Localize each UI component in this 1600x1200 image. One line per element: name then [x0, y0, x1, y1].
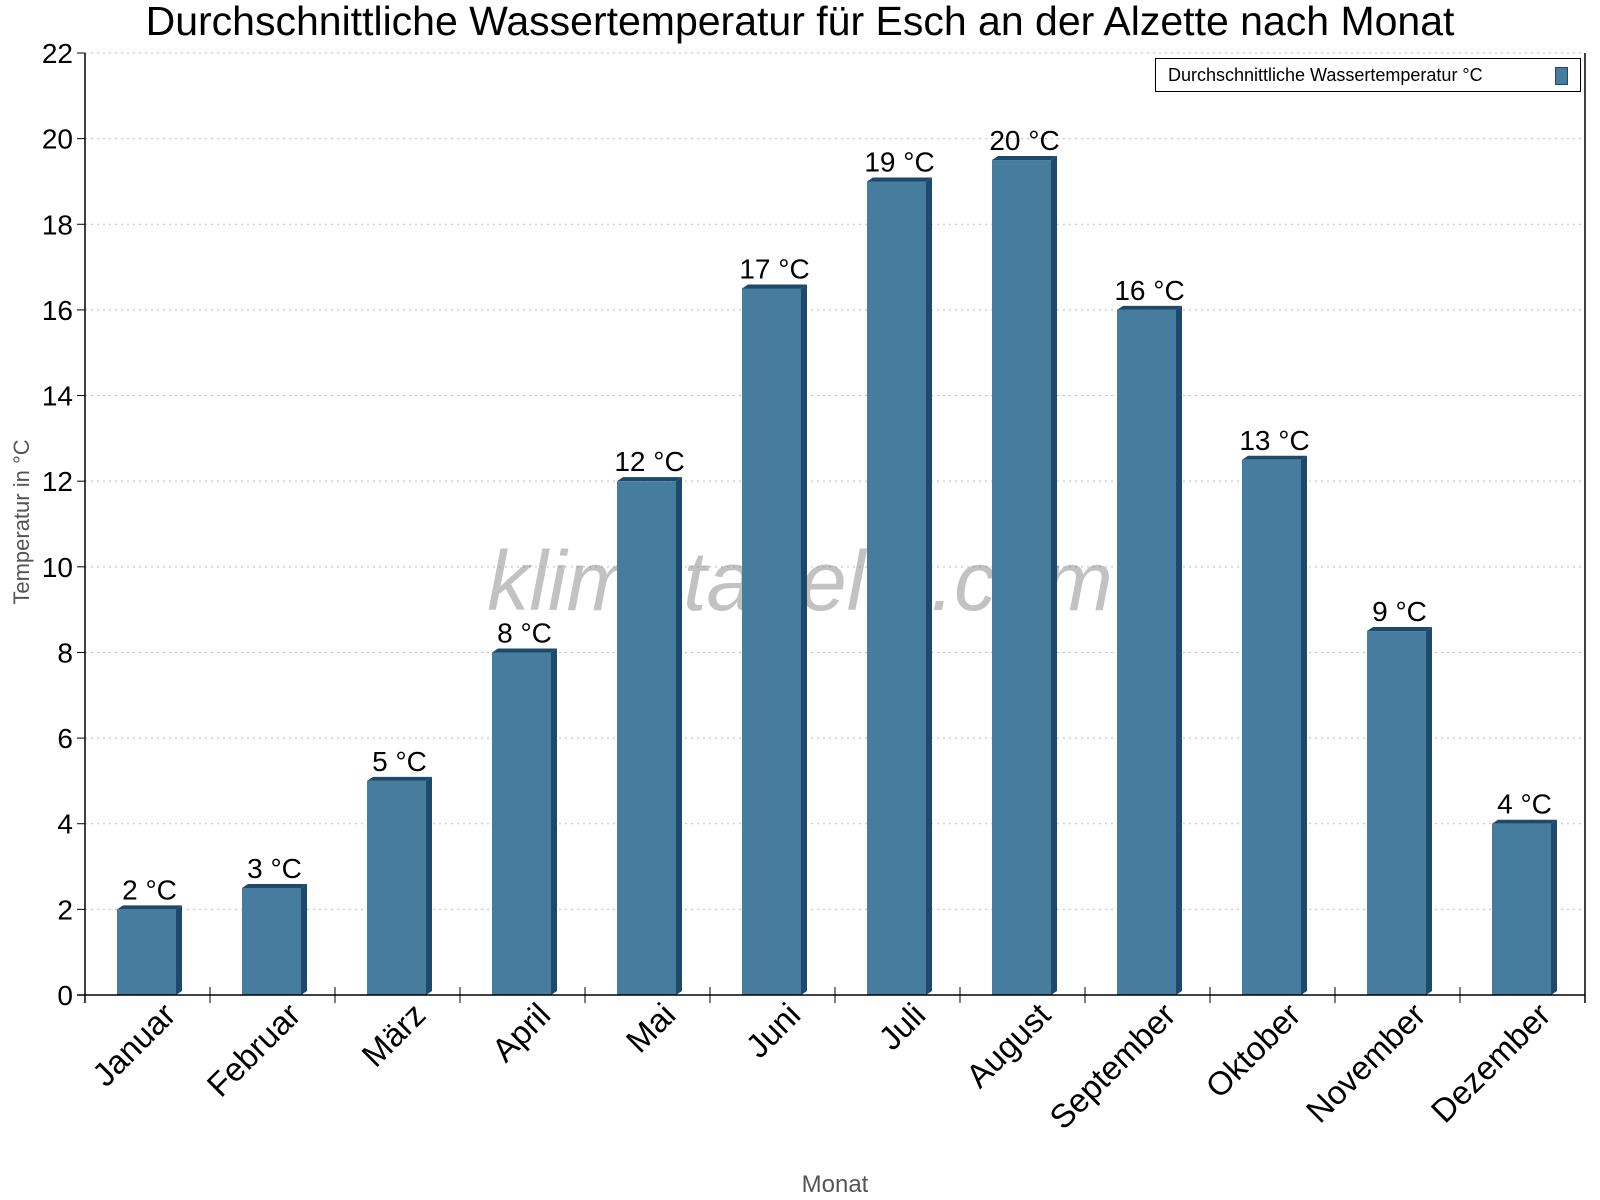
data-label: 5 °C — [372, 746, 427, 777]
x-axis-label: Monat — [802, 1171, 869, 1198]
data-label: 8 °C — [497, 617, 552, 648]
bar-top — [242, 883, 307, 888]
y-tick-label: 10 — [42, 552, 73, 583]
data-label: 17 °C — [739, 254, 809, 285]
bar-side — [1051, 156, 1057, 995]
bar — [492, 652, 551, 995]
bar — [867, 181, 926, 996]
y-tick-label: 20 — [42, 124, 73, 155]
legend-swatch — [1555, 67, 1568, 85]
y-tick-label: 0 — [57, 980, 73, 1011]
bar-top — [742, 284, 807, 289]
x-tick-label: Juni — [738, 996, 807, 1065]
bar-top — [492, 648, 557, 653]
y-tick-label: 18 — [42, 209, 73, 240]
y-tick-label: 4 — [57, 809, 73, 840]
bar-top — [117, 905, 182, 910]
bar-top — [1492, 819, 1557, 824]
y-axis-label: Temperatur in °C — [9, 439, 34, 604]
x-tick-label: September — [1042, 996, 1182, 1136]
bar-side — [1426, 627, 1432, 995]
y-tick-label: 12 — [42, 466, 73, 497]
x-tick-label: März — [354, 996, 432, 1074]
x-tick-label: Dezember — [1424, 996, 1558, 1130]
x-tick-label: Mai — [619, 996, 683, 1060]
y-tick-label: 22 — [42, 38, 73, 69]
y-tick-label: 8 — [57, 637, 73, 668]
bar-top — [992, 156, 1057, 161]
bar-top — [1242, 455, 1307, 460]
bar-side — [1551, 819, 1557, 995]
bar — [742, 288, 801, 995]
data-label: 12 °C — [614, 446, 684, 477]
data-label: 2 °C — [122, 874, 177, 905]
x-tick-label: August — [959, 996, 1058, 1095]
legend: Durchschnittliche Wassertemperatur °C — [1155, 58, 1581, 92]
y-tick-label: 16 — [42, 295, 73, 326]
x-tick-label: Juli — [871, 996, 932, 1057]
y-tick-label: 6 — [57, 723, 73, 754]
bar-side — [551, 648, 557, 995]
bar-top — [367, 776, 432, 781]
y-tick-label: 14 — [42, 381, 73, 412]
bar-top — [1367, 627, 1432, 632]
bar-top — [867, 177, 932, 182]
bar — [1367, 631, 1426, 995]
bar — [992, 160, 1051, 995]
bar-side — [1301, 455, 1307, 996]
bar — [242, 887, 301, 995]
chart-title: Durchschnittliche Wassertemperatur für E… — [145, 0, 1455, 44]
bar-side — [676, 477, 682, 995]
data-label: 20 °C — [989, 125, 1059, 156]
x-tick-label: Oktober — [1198, 996, 1307, 1105]
bar — [1242, 459, 1301, 996]
x-tick-label: Februar — [200, 996, 308, 1104]
x-tick-label: Januar — [85, 996, 183, 1094]
data-label: 4 °C — [1497, 789, 1552, 820]
bar-side — [801, 284, 807, 995]
bar-side — [926, 177, 932, 996]
bar-top — [1117, 305, 1182, 310]
data-label: 13 °C — [1239, 425, 1309, 456]
x-tick-label: April — [485, 996, 558, 1069]
bar-side — [176, 905, 182, 995]
data-label: 16 °C — [1114, 275, 1184, 306]
data-label: 9 °C — [1372, 596, 1427, 627]
bar-side — [1176, 305, 1182, 996]
bar-top — [617, 477, 682, 482]
bar-side — [301, 883, 307, 995]
bar — [1492, 823, 1551, 995]
bar — [367, 780, 426, 995]
bar — [617, 481, 676, 995]
data-label: 3 °C — [247, 853, 302, 884]
bar — [1117, 309, 1176, 996]
data-label: 19 °C — [864, 146, 934, 177]
bar-side — [426, 776, 432, 995]
bar — [117, 909, 176, 995]
legend-label: Durchschnittliche Wassertemperatur °C — [1168, 65, 1483, 85]
x-tick-label: November — [1299, 996, 1433, 1130]
y-tick-label: 2 — [57, 894, 73, 925]
